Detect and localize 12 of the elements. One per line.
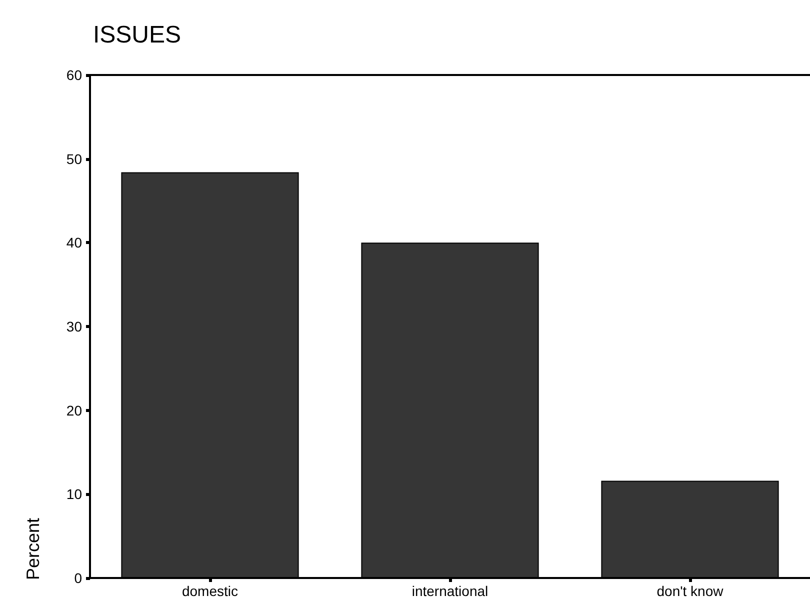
chart-title: ISSUES [93,22,182,48]
x-tick-label: domestic [182,583,238,599]
y-tick-label: 60 [66,67,82,83]
y-tick-label: 50 [66,150,82,167]
x-tick-label: don't know [656,583,724,599]
y-tick-label: 30 [66,318,82,334]
y-tick-label: 20 [66,402,82,418]
y-tick-label: 40 [66,234,82,251]
x-tick-label: international [412,583,488,599]
y-tick-label: 10 [66,486,82,502]
y-tick-label: 0 [74,570,82,586]
y-axis-title: Percent [23,518,43,580]
